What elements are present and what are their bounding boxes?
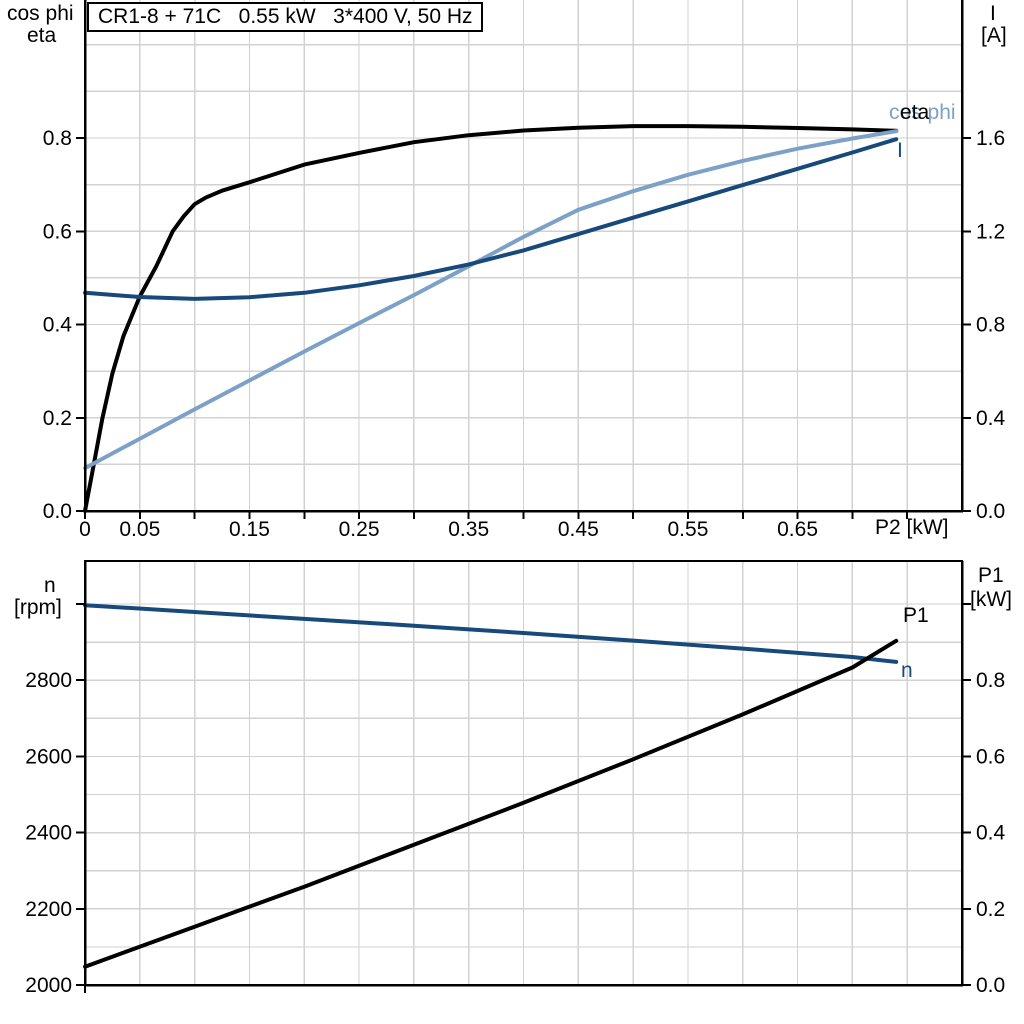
y-left-tick-label: 0.8	[43, 127, 72, 150]
y-left-tick-label: 2400	[25, 822, 72, 845]
series-label-current: I	[897, 139, 903, 162]
series-label-cos-phi: cos phi	[889, 101, 956, 124]
x-tick-label: 0.65	[777, 518, 818, 541]
y-right-tick-label: 0.8	[976, 669, 1005, 692]
top-right-axis-title-line2: [A]	[981, 24, 1007, 47]
y-left-tick-label: 2000	[25, 974, 72, 997]
top-right-axis-title-line1: I	[990, 2, 996, 25]
y-left-tick-label: 2800	[25, 669, 72, 692]
x-axis-unit-label: P2 [kW]	[875, 516, 949, 539]
curve-cos-phi	[83, 129, 899, 471]
y-right-tick-label: 0.0	[976, 500, 1005, 523]
x-tick-label: 0.25	[339, 518, 380, 541]
series-label-speed: n	[901, 659, 913, 682]
y-right-tick-label: 0.0	[976, 974, 1005, 997]
y-right-tick-label: 1.6	[976, 127, 1005, 150]
curve-I	[83, 137, 899, 301]
curve-n	[83, 603, 899, 664]
x-tick-label: 0.15	[229, 518, 270, 541]
y-right-tick-label: 1.2	[976, 220, 1005, 243]
y-right-tick-label: 0.6	[976, 745, 1005, 768]
bottom-right-axis-title-line2: [kW]	[970, 588, 1012, 611]
y-left-tick-label: 0.4	[43, 314, 73, 337]
y-right-tick-label: 0.8	[976, 314, 1005, 337]
motor-mechanical-chart: 2000 2200 2400 2600 2800 0.0 0.2 0.4 0.6 0.8	[25, 560, 1006, 997]
y-left-tick-label: 0.2	[43, 407, 72, 430]
y-left-tick-label: 0.6	[43, 220, 72, 243]
series-label-p1: P1	[903, 604, 929, 627]
x-tick-label: 0.35	[448, 518, 489, 541]
x-tick-label: 0.55	[668, 518, 709, 541]
y-left-tick-label: 0.0	[43, 500, 72, 523]
x-tick-label: 0.05	[119, 518, 160, 541]
top-left-axis-title-line1: cos phi	[7, 2, 74, 25]
bottom-left-axis-title-line1: n	[44, 574, 56, 597]
bottom-right-axis-title-line1: P1	[978, 564, 1004, 587]
chart-title-box: CR1-8 + 71C 0.55 kW 3*400 V, 50 Hz	[87, 2, 483, 32]
curve-P1	[83, 638, 899, 969]
x-tick-label: 0	[79, 518, 91, 541]
y-right-tick-label: 0.4	[976, 822, 1006, 845]
x-tick-label: 0.45	[558, 518, 599, 541]
motor-electrical-chart: 0 0.05 0.15 0.25 0.35 0.45 0.55 0.65 0.0 0.2 0.4 0.…	[43, 0, 1006, 541]
series-label-eta: eta	[900, 101, 930, 124]
chart-title: CR1-8 + 71C 0.55 kW 3*400 V, 50 Hz	[98, 5, 473, 28]
y-right-tick-label: 0.2	[976, 898, 1005, 921]
y-right-tick-label: 0.4	[976, 407, 1006, 430]
bottom-left-axis-title-line2: [rpm]	[14, 596, 62, 619]
top-left-axis-title-line2: eta	[27, 24, 57, 47]
y-left-tick-label: 2200	[25, 898, 72, 921]
curve-eta	[83, 124, 899, 513]
y-left-tick-label: 2600	[25, 745, 72, 768]
